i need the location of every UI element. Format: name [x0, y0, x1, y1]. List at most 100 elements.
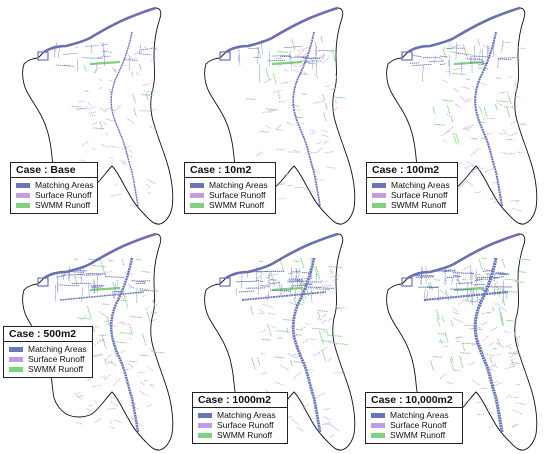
- surface-runoff-segment: [95, 353, 104, 358]
- swmm-runoff-segment: [465, 300, 475, 303]
- surface-runoff-segment: [324, 85, 331, 87]
- swmm-runoff-segment: [452, 133, 457, 145]
- surface-runoff-segment: [270, 108, 276, 113]
- matching-segment: [255, 279, 264, 283]
- swmm-runoff-segment: [295, 328, 303, 331]
- surface-runoff-segment: [473, 325, 482, 329]
- matching-segment: [62, 273, 65, 281]
- matching-segment: [291, 282, 294, 290]
- swmm-runoff-segment: [112, 282, 117, 293]
- surface-runoff-segment: [284, 68, 289, 72]
- map-panel-100m2: Case : 100m2 Matching Areas Surface Runo…: [366, 2, 548, 227]
- matching-segment: [481, 289, 490, 292]
- surface-runoff-segment: [301, 122, 305, 125]
- swmm-runoff-segment: [293, 260, 300, 262]
- matching-segment: [82, 57, 103, 59]
- surface-runoff-segment: [496, 342, 505, 349]
- surface-runoff-segment: [117, 291, 128, 298]
- swmm-runoff-segment: [494, 103, 498, 111]
- surface-runoff-segment: [510, 120, 517, 125]
- swmm-runoff-segment: [462, 278, 468, 281]
- surface-runoff-segment: [488, 341, 494, 347]
- matching-segment: [420, 266, 423, 285]
- surface-runoff-segment: [143, 46, 149, 50]
- swmm-runoff-segment: [301, 93, 307, 96]
- surface-runoff-segment: [263, 78, 273, 84]
- surface-runoff-segment: [516, 200, 520, 203]
- surface-runoff-segment: [99, 311, 108, 318]
- swmm-runoff-segment: [251, 357, 256, 370]
- surface-runoff-segment: [92, 121, 98, 126]
- surface-runoff-segment: [293, 353, 300, 356]
- surface-runoff-segment: [442, 282, 447, 286]
- surface-runoff-segment: [510, 152, 516, 155]
- surface-runoff-segment: [516, 383, 521, 386]
- surface-runoff-segment: [112, 378, 121, 387]
- surface-runoff-segment: [487, 410, 494, 415]
- surface-runoff-segment: [308, 368, 313, 372]
- surface-runoff-segment: [442, 139, 447, 143]
- matching-segment: [474, 278, 484, 282]
- matching-segment: [296, 275, 299, 289]
- surface-runoff-segment: [517, 335, 521, 339]
- surface-runoff-segment: [139, 381, 146, 386]
- swmm-runoff-segment: [71, 105, 81, 108]
- surface-runoff-segment: [317, 147, 324, 152]
- surface-runoff-segment: [105, 132, 109, 136]
- map-panel-base: Case : Base Matching Areas Surface Runof…: [4, 2, 184, 227]
- matching-segment: [105, 276, 125, 278]
- surface-runoff-segment: [332, 106, 338, 112]
- surface-runoff-segment: [458, 181, 466, 189]
- map-panel-10m2: Case : 10m2 Matching Areas Surface Runof…: [184, 2, 366, 227]
- surface-runoff-segment: [114, 419, 123, 423]
- surface-runoff-segment: [80, 159, 86, 162]
- surface-runoff-segment: [93, 66, 101, 73]
- surface-runoff-segment: [465, 97, 471, 103]
- swmm-runoff-segment: [438, 333, 447, 335]
- surface-runoff-segment: [512, 207, 523, 212]
- swmm-runoff-segment: [99, 121, 103, 130]
- surface-runoff-segment: [457, 298, 467, 305]
- surface-runoff-segment: [102, 270, 112, 275]
- swmm-runoff-segment: [451, 72, 466, 76]
- surface-runoff-segment: [110, 360, 117, 367]
- swmm-runoff-segment: [319, 331, 324, 345]
- surface-runoff-segment: [82, 140, 90, 146]
- matching-segment: [88, 284, 90, 298]
- swmm-runoff-segment: [478, 259, 483, 271]
- swmm-runoff-segment: [457, 275, 461, 285]
- matching-segment: [117, 281, 119, 290]
- surface-runoff-segment: [126, 117, 134, 124]
- surface-runoff-segment: [287, 121, 293, 126]
- surface-runoff-segment: [465, 299, 474, 303]
- surface-runoff-segment: [275, 124, 283, 130]
- matching-segment: [256, 47, 259, 64]
- map-legend: Case : 10,000m2 Matching Areas Surface R…: [365, 392, 463, 444]
- surface-runoff-segment: [283, 172, 289, 177]
- surface-runoff-segment: [115, 279, 120, 282]
- swmm-runoff-segment: [504, 278, 519, 281]
- surface-runoff-segment: [304, 188, 315, 193]
- surface-runoff-segment: [313, 286, 322, 290]
- matching-segment: [140, 47, 157, 51]
- swmm-runoff-segment: [123, 295, 129, 309]
- surface-runoff-segment: [80, 314, 88, 321]
- surface-runoff-segment: [453, 317, 464, 324]
- matching-trunk: [241, 291, 327, 301]
- swmm-runoff-segment: [321, 349, 327, 362]
- swmm-runoff-segment: [83, 65, 87, 73]
- surface-runoff-segment: [275, 128, 284, 131]
- matching-segment: [67, 270, 69, 280]
- legend-item-matching: Matching Areas: [9, 344, 87, 354]
- surface-runoff-segment: [101, 376, 106, 378]
- surface-runoff-segment: [316, 141, 323, 145]
- surface-runoff-segment: [464, 56, 469, 59]
- surface-runoff-segment: [109, 157, 114, 159]
- matching-segment: [471, 288, 474, 306]
- swmm-runoff-segment: [150, 311, 158, 314]
- matching-segment: [460, 62, 463, 74]
- catchment-map: [22, 232, 174, 451]
- harbor-block: [219, 51, 231, 61]
- legend-item-swmm: SWMM Runoff: [9, 364, 87, 374]
- surface-runoff-segment: [481, 311, 492, 315]
